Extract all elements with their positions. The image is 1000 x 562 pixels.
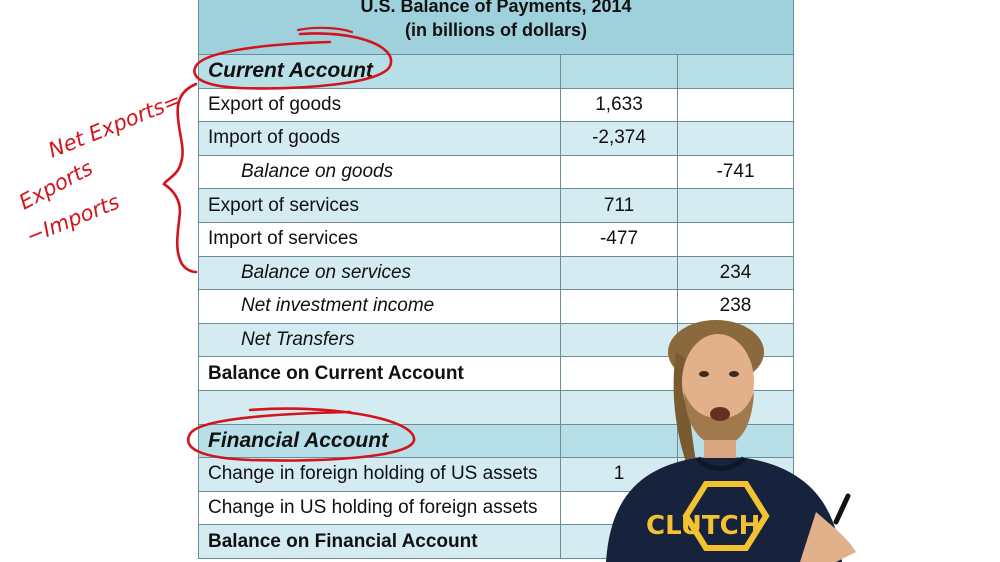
row-value-detail bbox=[561, 424, 678, 458]
row-label: Export of goods bbox=[199, 88, 561, 122]
table-row: Export of services 711 bbox=[198, 189, 794, 223]
row-label: Net investment income bbox=[199, 290, 561, 323]
row-label: Current Account bbox=[199, 55, 561, 88]
row-label bbox=[199, 390, 561, 424]
row-value-detail bbox=[561, 55, 678, 88]
table-title-line1: U.S. Balance of Payments, 2014 bbox=[360, 0, 632, 16]
table-row: Import of services -477 bbox=[198, 222, 794, 257]
row-value-detail: 711 bbox=[561, 189, 678, 222]
row-value-balance: 234 bbox=[719, 261, 752, 283]
row-label: Change in foreign holding of US assets bbox=[199, 458, 561, 491]
row-label: Net Transfers bbox=[199, 323, 561, 357]
table-row: Export of goods 1,633 bbox=[198, 88, 794, 123]
table-title: U.S. Balance of Payments, 2014 (in billi… bbox=[198, 0, 794, 55]
presenter-figure: CLUTCH bbox=[606, 320, 856, 562]
row-value-detail bbox=[561, 256, 678, 290]
row-value-balance: 238 bbox=[719, 295, 752, 317]
ink-brace bbox=[162, 82, 198, 274]
row-label: Financial Account bbox=[199, 424, 561, 458]
row-value-detail bbox=[561, 155, 678, 189]
row-value-balance bbox=[678, 189, 793, 222]
ink-minus-imports: −Imports bbox=[23, 190, 123, 249]
table-row: Balance on services 234 bbox=[198, 256, 794, 291]
table-row: Balance on goods -741 bbox=[198, 155, 794, 190]
row-label: Change in US holding of foreign assets bbox=[199, 491, 561, 525]
row-value-detail bbox=[561, 290, 678, 323]
row-value-balance: -741 bbox=[716, 161, 755, 183]
row-value-balance bbox=[678, 122, 793, 155]
row-value-balance bbox=[678, 89, 793, 122]
row-value-balance bbox=[678, 55, 793, 88]
row-value-detail: -477 bbox=[561, 222, 678, 256]
row-label: Import of services bbox=[199, 222, 561, 256]
table-title-line2: (in billions of dollars) bbox=[405, 20, 587, 40]
ink-net-exports: Net Exports= bbox=[45, 88, 185, 163]
row-label: Balance on services bbox=[199, 256, 561, 290]
table-row: Import of goods -2,374 bbox=[198, 122, 794, 156]
row-label: Balance on Financial Account bbox=[199, 525, 561, 558]
table-row: Current Account bbox=[198, 55, 794, 89]
row-label: Balance on goods bbox=[199, 155, 561, 189]
shirt-logo-text: CLUTCH bbox=[646, 511, 760, 541]
row-label: Import of goods bbox=[199, 122, 561, 155]
row-label: Export of services bbox=[199, 189, 561, 222]
table-row: Net investment income 238 bbox=[198, 290, 794, 324]
row-value-balance bbox=[678, 223, 793, 256]
ink-exports: Exports bbox=[15, 156, 97, 215]
row-value-detail: 1,633 bbox=[561, 88, 678, 122]
row-value-detail: -2,374 bbox=[561, 122, 678, 155]
row-label: Balance on Current Account bbox=[199, 357, 561, 390]
